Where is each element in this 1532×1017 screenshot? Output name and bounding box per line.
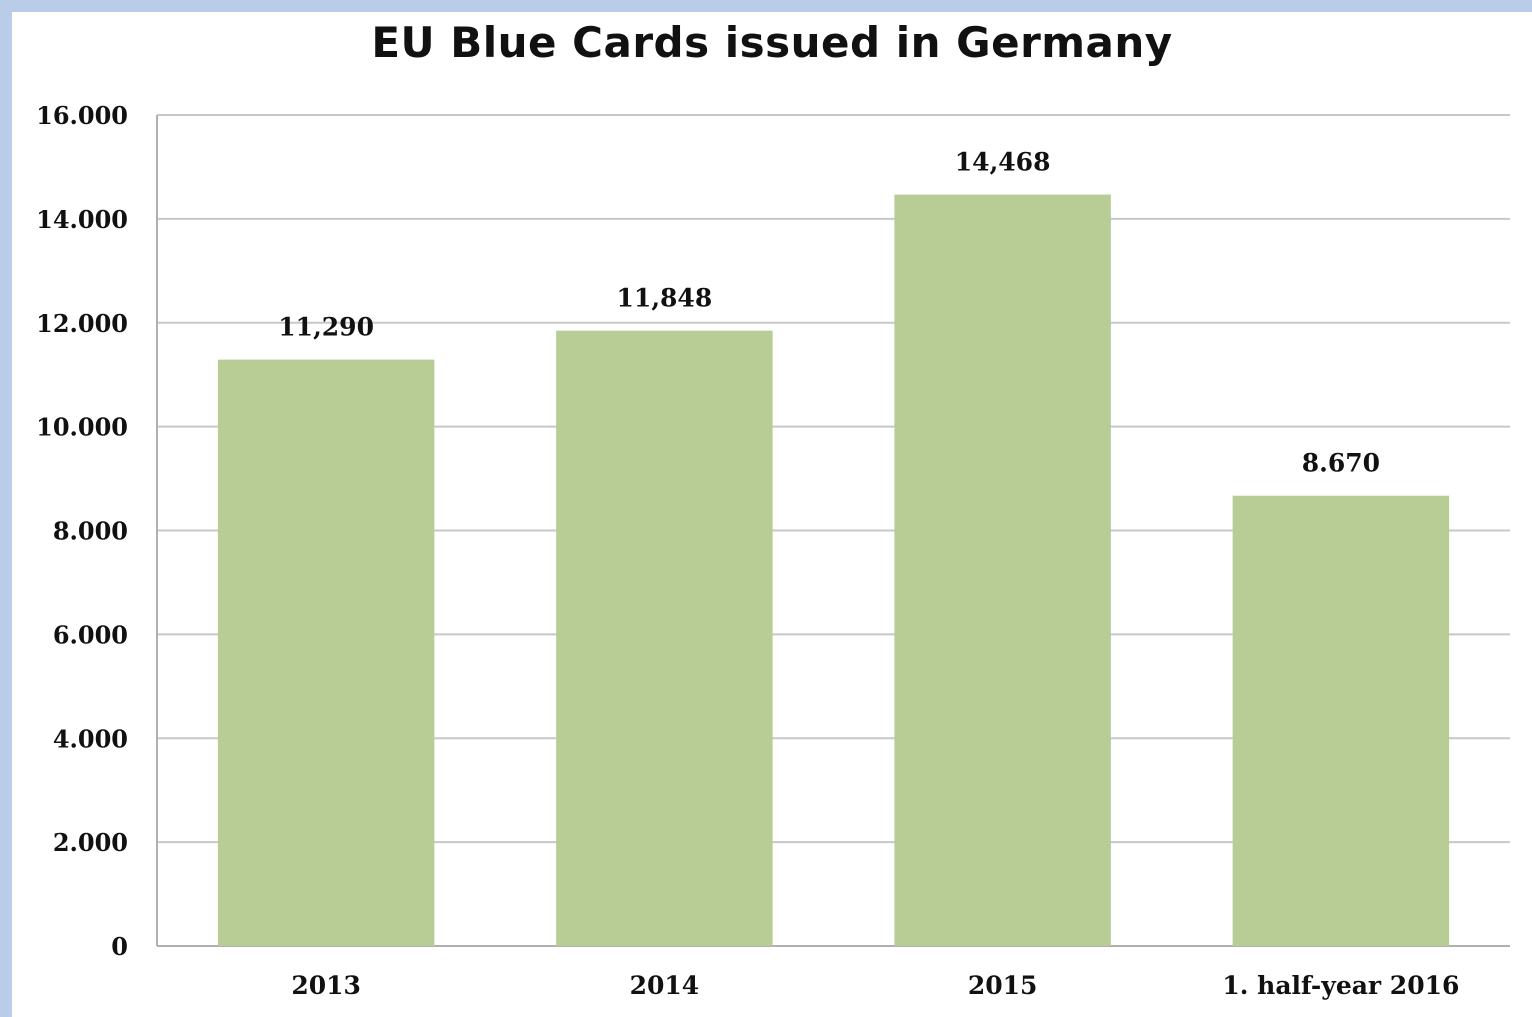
y-tick-label: 4.000	[53, 724, 128, 753]
y-tick-label: 14.000	[36, 205, 128, 234]
y-tick-label: 6.000	[53, 620, 128, 649]
y-tick-label: 10.000	[36, 413, 128, 442]
x-tick-label: 2013	[291, 971, 361, 1000]
data-label: 8.670	[1302, 449, 1380, 478]
chart-title: EU Blue Cards issued in Germany	[371, 18, 1173, 67]
y-tick-label: 12.000	[36, 309, 128, 338]
x-tick-label: 2014	[630, 971, 700, 1000]
data-label: 11,290	[278, 313, 374, 342]
y-tick-label: 0	[111, 932, 128, 961]
y-tick-label: 16.000	[36, 101, 128, 130]
y-tick-label: 2.000	[53, 828, 128, 857]
x-tick-label: 1. half-year 2016	[1222, 971, 1459, 1000]
bar-2	[556, 330, 773, 946]
data-label: 11,848	[617, 284, 713, 313]
labels: 0 2.000 4.000 6.000 8.000 10.000 12.000 14.000 1…	[36, 101, 1459, 1000]
bar-3	[894, 194, 1111, 947]
data-label: 14,468	[955, 148, 1051, 177]
y-tick-label: 8.000	[53, 517, 128, 546]
x-tick-label: 2015	[968, 971, 1038, 1000]
bar-1	[217, 359, 435, 946]
bar-4	[1232, 495, 1450, 946]
bars	[217, 194, 1450, 947]
